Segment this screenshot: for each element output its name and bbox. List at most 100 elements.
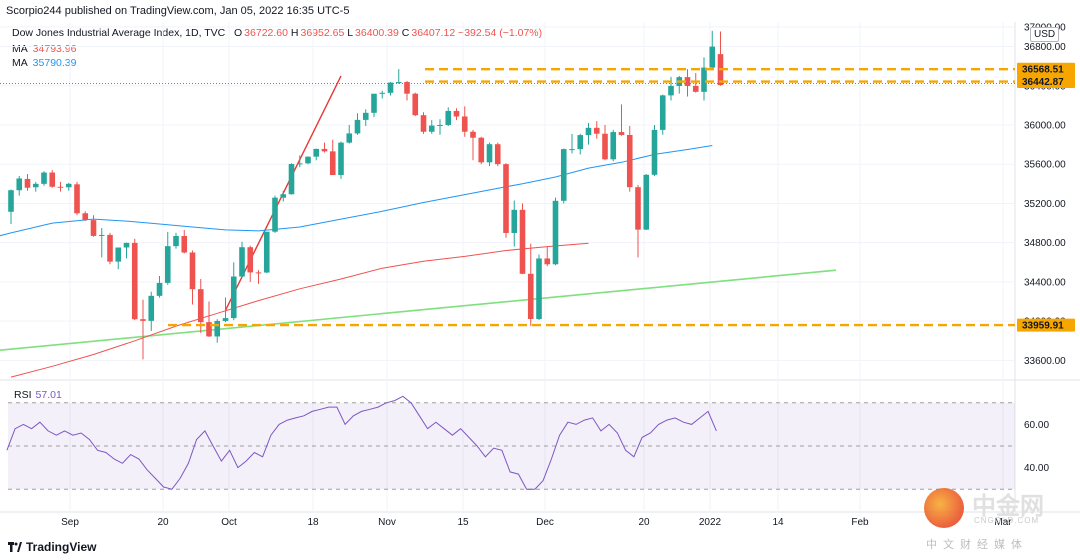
candle-body xyxy=(131,242,138,320)
candle-body xyxy=(560,149,567,201)
ma1-legend[interactable]: MA 34793.96 xyxy=(12,43,76,55)
candle-body xyxy=(206,322,212,337)
symbol-name: Dow Jones Industrial Average Index, 1D, … xyxy=(12,27,226,39)
symbol-legend[interactable]: Dow Jones Industrial Average Index, 1D, … xyxy=(12,27,542,39)
candle-body xyxy=(148,295,155,321)
candle-body xyxy=(494,144,501,165)
time-axis-label: Oct xyxy=(221,517,237,528)
candle-body xyxy=(701,67,707,92)
candle-body xyxy=(123,242,130,248)
candle-body xyxy=(305,156,311,164)
candle-body xyxy=(544,258,551,265)
candle-body xyxy=(280,194,287,198)
candle-body xyxy=(164,246,171,283)
candle-body xyxy=(321,148,328,152)
level-price-label: 33959.91 xyxy=(1022,321,1064,332)
candle-body xyxy=(371,93,377,113)
price-axis-label: 34400.00 xyxy=(1024,277,1066,288)
candle-body xyxy=(263,231,270,273)
candle-body xyxy=(49,172,56,187)
candle-body xyxy=(16,178,23,191)
candle-body xyxy=(635,187,641,230)
candle-body xyxy=(684,77,691,86)
time-axis-label: 20 xyxy=(638,517,650,528)
close-label: C xyxy=(401,27,410,39)
candle-body xyxy=(57,186,64,188)
high-label: H xyxy=(290,27,299,39)
candle-body xyxy=(519,209,526,274)
rsi-axis-label: 40.00 xyxy=(1024,463,1049,474)
candle-body xyxy=(709,46,716,68)
currency-badge[interactable]: USD xyxy=(1030,27,1060,42)
time-axis-label: Mar xyxy=(994,517,1012,528)
support-trendline xyxy=(0,269,837,352)
candle-body xyxy=(173,236,179,247)
time-axis-label: 2022 xyxy=(699,517,722,528)
ma2-label: MA xyxy=(12,57,28,69)
rsi-legend[interactable]: RSI 57.01 xyxy=(14,389,62,401)
cngold-logo-icon xyxy=(924,488,964,528)
candle-body xyxy=(585,127,592,136)
published-note: Scorpio244 published on TradingView.com,… xyxy=(6,5,350,17)
candle-body xyxy=(453,110,460,117)
time-axis-label: Sep xyxy=(61,517,79,528)
candle-body xyxy=(552,200,559,265)
candle-body xyxy=(445,110,452,125)
price-axis-label: 35600.00 xyxy=(1024,160,1066,171)
tradingview-logo-icon xyxy=(8,541,22,552)
time-axis-label: 15 xyxy=(457,517,469,528)
candle-body xyxy=(272,197,278,232)
price-axis-label: 36000.00 xyxy=(1024,120,1066,131)
price-axis-label: 34800.00 xyxy=(1024,238,1066,249)
candle-body xyxy=(602,133,608,160)
candle-body xyxy=(511,209,518,233)
candle-body xyxy=(74,184,80,214)
candle-body xyxy=(461,116,468,132)
price-chart[interactable]: Sep20Oct18Nov15Dec20202214FebMar37000.00… xyxy=(0,0,1080,540)
candle-body xyxy=(82,213,89,221)
candle-body xyxy=(222,318,229,321)
candle-body xyxy=(214,320,221,337)
candle-body xyxy=(354,119,361,134)
candle-body xyxy=(470,131,476,138)
candle-body xyxy=(338,142,344,176)
ma2-legend[interactable]: MA 35790.39 xyxy=(12,57,76,69)
close-value: 36407.12 xyxy=(411,27,456,39)
candle-body xyxy=(651,129,658,175)
candle-body xyxy=(420,115,427,132)
ma2-value: 35790.39 xyxy=(32,57,77,69)
time-axis-label: 18 xyxy=(307,517,319,528)
candle-body xyxy=(379,92,386,94)
candle-body xyxy=(247,247,254,273)
rsi-band xyxy=(8,402,1015,490)
candle-body xyxy=(486,144,493,163)
candle-body xyxy=(659,95,666,130)
watermark-en: CNGOLD.COM xyxy=(974,516,1040,525)
tradingview-brand[interactable]: TradingView xyxy=(8,540,96,554)
candle-body xyxy=(288,164,295,195)
candle-body xyxy=(24,178,31,188)
time-axis-label: 20 xyxy=(157,517,169,528)
candle-body xyxy=(412,93,419,116)
time-axis-label: 14 xyxy=(772,517,784,528)
low-label: L xyxy=(347,27,354,39)
low-value: 36400.39 xyxy=(355,27,399,39)
open-value: 36722.60 xyxy=(244,27,288,39)
rsi-value: 57.01 xyxy=(35,389,62,401)
candle-body xyxy=(503,164,509,233)
candle-body xyxy=(437,124,443,126)
moving-average-short-line xyxy=(0,145,713,237)
candle-body xyxy=(197,289,204,323)
level-price-tag xyxy=(1017,62,1075,76)
candle-body xyxy=(115,247,122,262)
candle-body xyxy=(313,148,320,157)
open-label: O xyxy=(234,27,243,39)
candle-body xyxy=(32,183,39,188)
candle-body xyxy=(668,85,674,96)
level-price-tag xyxy=(1017,318,1075,332)
candle-body xyxy=(610,132,617,160)
candle-body xyxy=(255,272,262,274)
candle-body xyxy=(387,82,394,93)
watermark-sub: 中文财经媒体 xyxy=(926,538,1028,551)
candle-body xyxy=(346,133,353,143)
